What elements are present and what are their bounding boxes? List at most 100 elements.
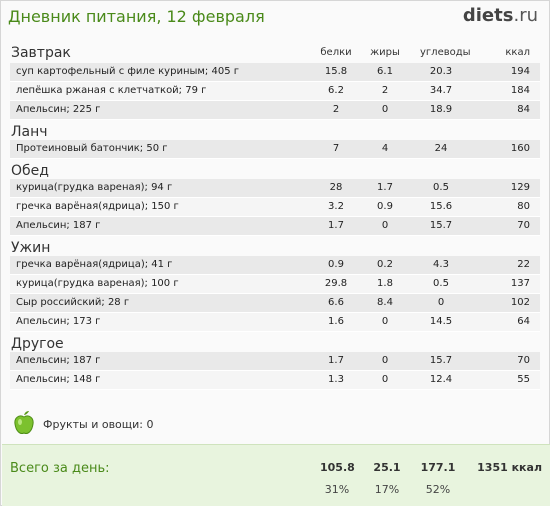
food-carbs: 0.5	[433, 182, 449, 193]
food-carbs: 4.3	[433, 259, 449, 270]
food-name: курица(грудка вареная); 94 г	[16, 182, 173, 193]
fruits-vegetables-label: Фрукты и овощи: 0	[43, 418, 154, 431]
food-protein: 6.6	[328, 297, 344, 308]
site-logo[interactable]: diets.ru	[463, 5, 538, 26]
food-kcal: 194	[510, 66, 530, 77]
diary-table: Завтрак белки жиры углеводы ккал суп картофел…	[10, 41, 540, 390]
food-row[interactable]: Апельсин; 225 г 2 0 18.9 84	[10, 101, 540, 120]
food-kcal: 184	[510, 85, 530, 96]
food-fat: 8.4	[377, 297, 393, 308]
food-carbs: 24	[434, 143, 448, 154]
total-fat: 25.1	[373, 461, 401, 474]
food-name: Сыр российский; 28 г	[16, 297, 130, 308]
food-name: Апельсин; 148 г	[16, 374, 101, 385]
food-kcal: 129	[510, 182, 530, 193]
food-name: гречка варёная(ядрица); 150 г	[16, 201, 179, 212]
food-kcal: 160	[510, 143, 530, 154]
food-name: Апельсин; 187 г	[16, 220, 101, 231]
food-carbs: 15.7	[429, 220, 453, 231]
food-protein: 15.8	[324, 66, 348, 77]
food-row[interactable]: гречка варёная(ядрица); 41 г 0.9 0.2 4.3 22	[10, 256, 540, 275]
food-name: гречка варёная(ядрица); 41 г	[16, 259, 173, 270]
food-name: Апельсин; 173 г	[16, 316, 101, 327]
section-header: Завтрак белки жиры углеводы ккал	[10, 41, 540, 63]
food-row[interactable]: суп картофельный с филе куриным; 405 г 15…	[10, 63, 540, 82]
food-kcal: 64	[517, 316, 530, 327]
food-row[interactable]: Апельсин; 187 г 1.7 0 15.7 70	[10, 217, 540, 236]
food-protein: 0.9	[328, 259, 344, 270]
food-fat: 0	[381, 220, 389, 231]
food-name: Апельсин; 225 г	[16, 104, 101, 115]
total-fat-pct: 17%	[374, 483, 400, 496]
food-fat: 0	[381, 374, 389, 385]
food-row[interactable]: Апельсин; 148 г 1.3 0 12.4 55	[10, 371, 540, 390]
food-protein: 1.7	[328, 220, 344, 231]
column-header-fat: жиры	[370, 47, 400, 58]
food-kcal: 22	[517, 259, 530, 270]
section-header: Ужин	[10, 236, 540, 256]
food-row[interactable]: Апельсин; 173 г 1.6 0 14.5 64	[10, 313, 540, 332]
food-protein: 29.8	[324, 278, 348, 289]
food-fat: 0	[381, 316, 389, 327]
section-title: Другое	[11, 336, 64, 352]
food-kcal: 84	[517, 104, 530, 115]
food-row[interactable]: Протеиновый батончик; 50 г 7 4 24 160	[10, 140, 540, 159]
section-title: Ланч	[11, 124, 48, 140]
food-name: лепёшка ржаная с клетчаткой; 79 г	[16, 85, 207, 96]
column-header-carbs: углеводы	[420, 47, 471, 58]
section-header: Другое	[10, 332, 540, 352]
total-protein-pct: 31%	[324, 483, 350, 496]
food-row[interactable]: Сыр российский; 28 г 6.6 8.4 0 102	[10, 294, 540, 313]
food-kcal: 70	[517, 355, 530, 366]
food-carbs: 0	[437, 297, 445, 308]
food-kcal: 102	[510, 297, 530, 308]
total-protein: 105.8	[320, 461, 355, 474]
food-protein: 2	[332, 104, 340, 115]
food-carbs: 34.7	[429, 85, 453, 96]
page-title: Дневник питания, 12 февраля	[8, 7, 265, 26]
food-kcal: 70	[517, 220, 530, 231]
food-row[interactable]: курица(грудка вареная); 94 г 28 1.7 0.5 129	[10, 179, 540, 198]
food-fat: 0	[381, 104, 389, 115]
food-kcal: 80	[517, 201, 530, 212]
food-name: Протеиновый батончик; 50 г	[16, 143, 168, 154]
food-carbs: 20.3	[429, 66, 453, 77]
food-fat: 0.9	[377, 201, 393, 212]
section-header: Обед	[10, 159, 540, 179]
food-protein: 28	[329, 182, 343, 193]
logo-tld: .ru	[513, 5, 538, 26]
column-header-kcal: ккал	[505, 47, 530, 58]
column-header-protein: белки	[320, 47, 352, 58]
food-protein: 1.6	[328, 316, 344, 327]
food-fat: 2	[381, 85, 389, 96]
total-kcal: 1351 ккал	[477, 461, 542, 474]
food-fat: 1.8	[377, 278, 393, 289]
food-carbs: 15.7	[429, 355, 453, 366]
section-header: Ланч	[10, 120, 540, 140]
food-fat: 4	[381, 143, 389, 154]
food-name: Апельсин; 187 г	[16, 355, 101, 366]
section-title: Обед	[11, 163, 49, 179]
food-fat: 0.2	[377, 259, 393, 270]
food-kcal: 137	[510, 278, 530, 289]
food-fat: 0	[381, 355, 389, 366]
total-carbs-pct: 52%	[425, 483, 451, 496]
logo-main: diets	[462, 5, 514, 26]
food-name: курица(грудка вареная); 100 г	[16, 278, 179, 289]
food-row[interactable]: лепёшка ржаная с клетчаткой; 79 г 6.2 2 34.…	[10, 82, 540, 101]
total-label: Всего за день:	[10, 461, 110, 476]
food-kcal: 55	[517, 374, 530, 385]
food-carbs: 0.5	[433, 278, 449, 289]
food-row[interactable]: Апельсин; 187 г 1.7 0 15.7 70	[10, 352, 540, 371]
section-title: Ужин	[11, 240, 51, 256]
green-apple-icon	[13, 411, 35, 438]
food-carbs: 14.5	[429, 316, 453, 327]
food-carbs: 15.6	[429, 201, 453, 212]
food-row[interactable]: курица(грудка вареная); 100 г 29.8 1.8 0.5 1…	[10, 275, 540, 294]
food-row[interactable]: гречка варёная(ядрица); 150 г 3.2 0.9 15.6 8…	[10, 198, 540, 217]
food-protein: 7	[332, 143, 340, 154]
food-protein: 1.7	[328, 355, 344, 366]
food-protein: 3.2	[328, 201, 344, 212]
food-fat: 6.1	[377, 66, 393, 77]
